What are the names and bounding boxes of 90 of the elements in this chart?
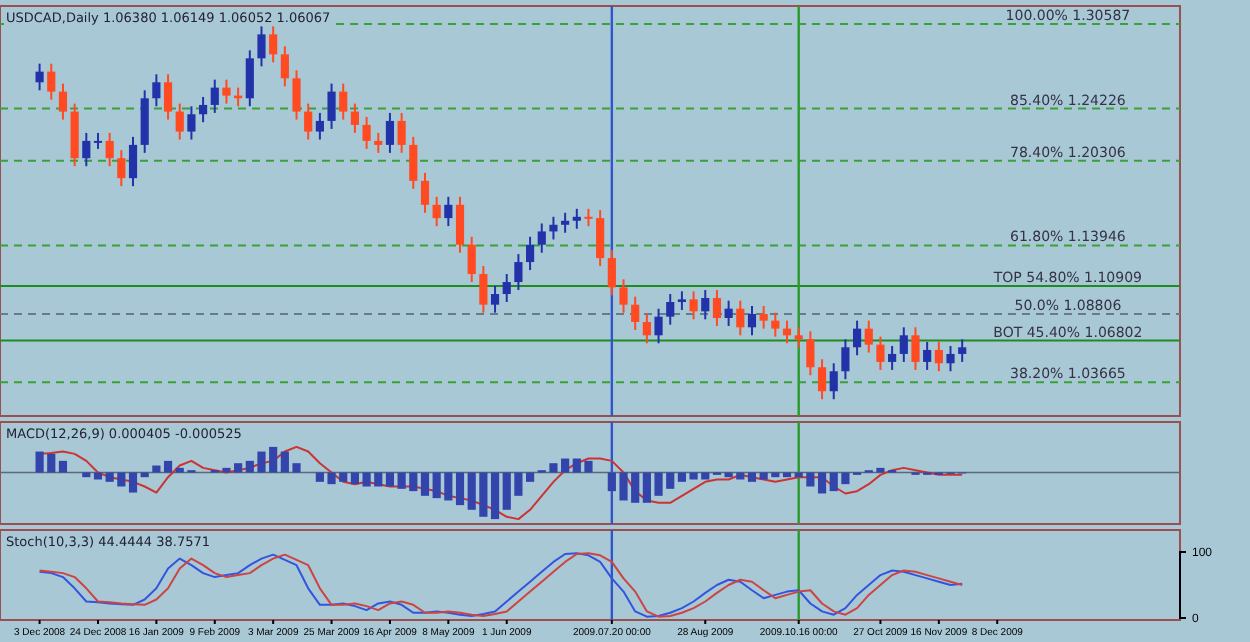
candlestick (128, 135, 138, 188)
bar (385, 472, 395, 487)
candlestick (327, 82, 336, 130)
candlestick (526, 235, 535, 272)
bar (128, 472, 138, 493)
candlestick (163, 73, 173, 121)
candlestick (152, 73, 161, 108)
candlestick (642, 313, 651, 345)
candlestick (362, 115, 371, 150)
candlestick (199, 95, 208, 124)
candlestick (304, 102, 313, 141)
candlestick (479, 265, 488, 314)
candlestick (432, 195, 441, 228)
candlestick (117, 149, 126, 188)
candlestick (806, 330, 815, 377)
candlestick (47, 62, 56, 101)
candlestick (817, 358, 827, 401)
candlestick (490, 285, 500, 314)
candlestick (631, 295, 640, 331)
candlestick (771, 311, 780, 338)
candlestick (712, 289, 722, 327)
candlestick (187, 105, 196, 141)
candlestick (923, 340, 932, 371)
candlestick (420, 171, 430, 214)
candlestick (829, 362, 838, 401)
candlestick (58, 82, 68, 121)
candlestick (467, 235, 476, 284)
candlestick (619, 278, 628, 314)
candlestick (292, 69, 301, 121)
candlestick (385, 111, 395, 154)
candlestick (689, 290, 698, 321)
bar (490, 472, 500, 520)
bar (455, 472, 465, 506)
candlestick (245, 49, 254, 108)
candlestick (222, 78, 231, 105)
candlestick (911, 326, 920, 371)
candlestick (350, 102, 359, 134)
candlestick (841, 338, 850, 381)
candlestick (561, 211, 570, 234)
candlestick (701, 289, 710, 321)
candlestick (210, 78, 219, 114)
candlestick (397, 111, 406, 154)
candlestick (794, 326, 803, 349)
candlestick (537, 222, 546, 254)
candlestick (549, 215, 558, 241)
bar (817, 472, 827, 494)
candlestick (514, 253, 523, 292)
candlestick (444, 195, 453, 228)
candlestick (958, 338, 967, 363)
candlestick (876, 335, 885, 371)
candlestick (374, 131, 383, 154)
candlestick (666, 293, 675, 326)
bar (747, 472, 757, 482)
candlestick (677, 290, 686, 311)
candlestick (82, 131, 91, 168)
candlestick (724, 299, 733, 327)
candlestick (747, 305, 757, 337)
bar (93, 472, 103, 480)
candlestick (888, 344, 897, 371)
candlestick (946, 344, 955, 373)
candlestick (899, 326, 908, 363)
candlestick (105, 131, 114, 168)
candlestick (736, 299, 745, 337)
candlestick (339, 82, 348, 121)
bar (526, 472, 535, 482)
candlestick (269, 25, 278, 64)
candlestick (572, 207, 581, 230)
bar (152, 465, 161, 473)
candlestick (455, 195, 465, 254)
bar (677, 472, 686, 482)
candlestick (409, 135, 418, 190)
candlestick (853, 319, 862, 357)
candlestick (280, 45, 289, 88)
bar (350, 472, 359, 485)
candlestick (70, 102, 79, 168)
bar (420, 472, 430, 496)
candlestick (864, 319, 873, 354)
candlestick (175, 102, 184, 141)
candlestick (257, 25, 266, 68)
candlestick (759, 305, 768, 330)
line-series (38, 552, 964, 618)
candlestick (502, 273, 511, 304)
candlestick (315, 111, 324, 141)
candlestick (654, 307, 663, 345)
candlestick (607, 249, 616, 297)
bar (58, 460, 68, 473)
candlestick (934, 340, 943, 373)
candlestick (140, 89, 149, 154)
candlestick (35, 62, 44, 92)
bar (163, 460, 173, 473)
